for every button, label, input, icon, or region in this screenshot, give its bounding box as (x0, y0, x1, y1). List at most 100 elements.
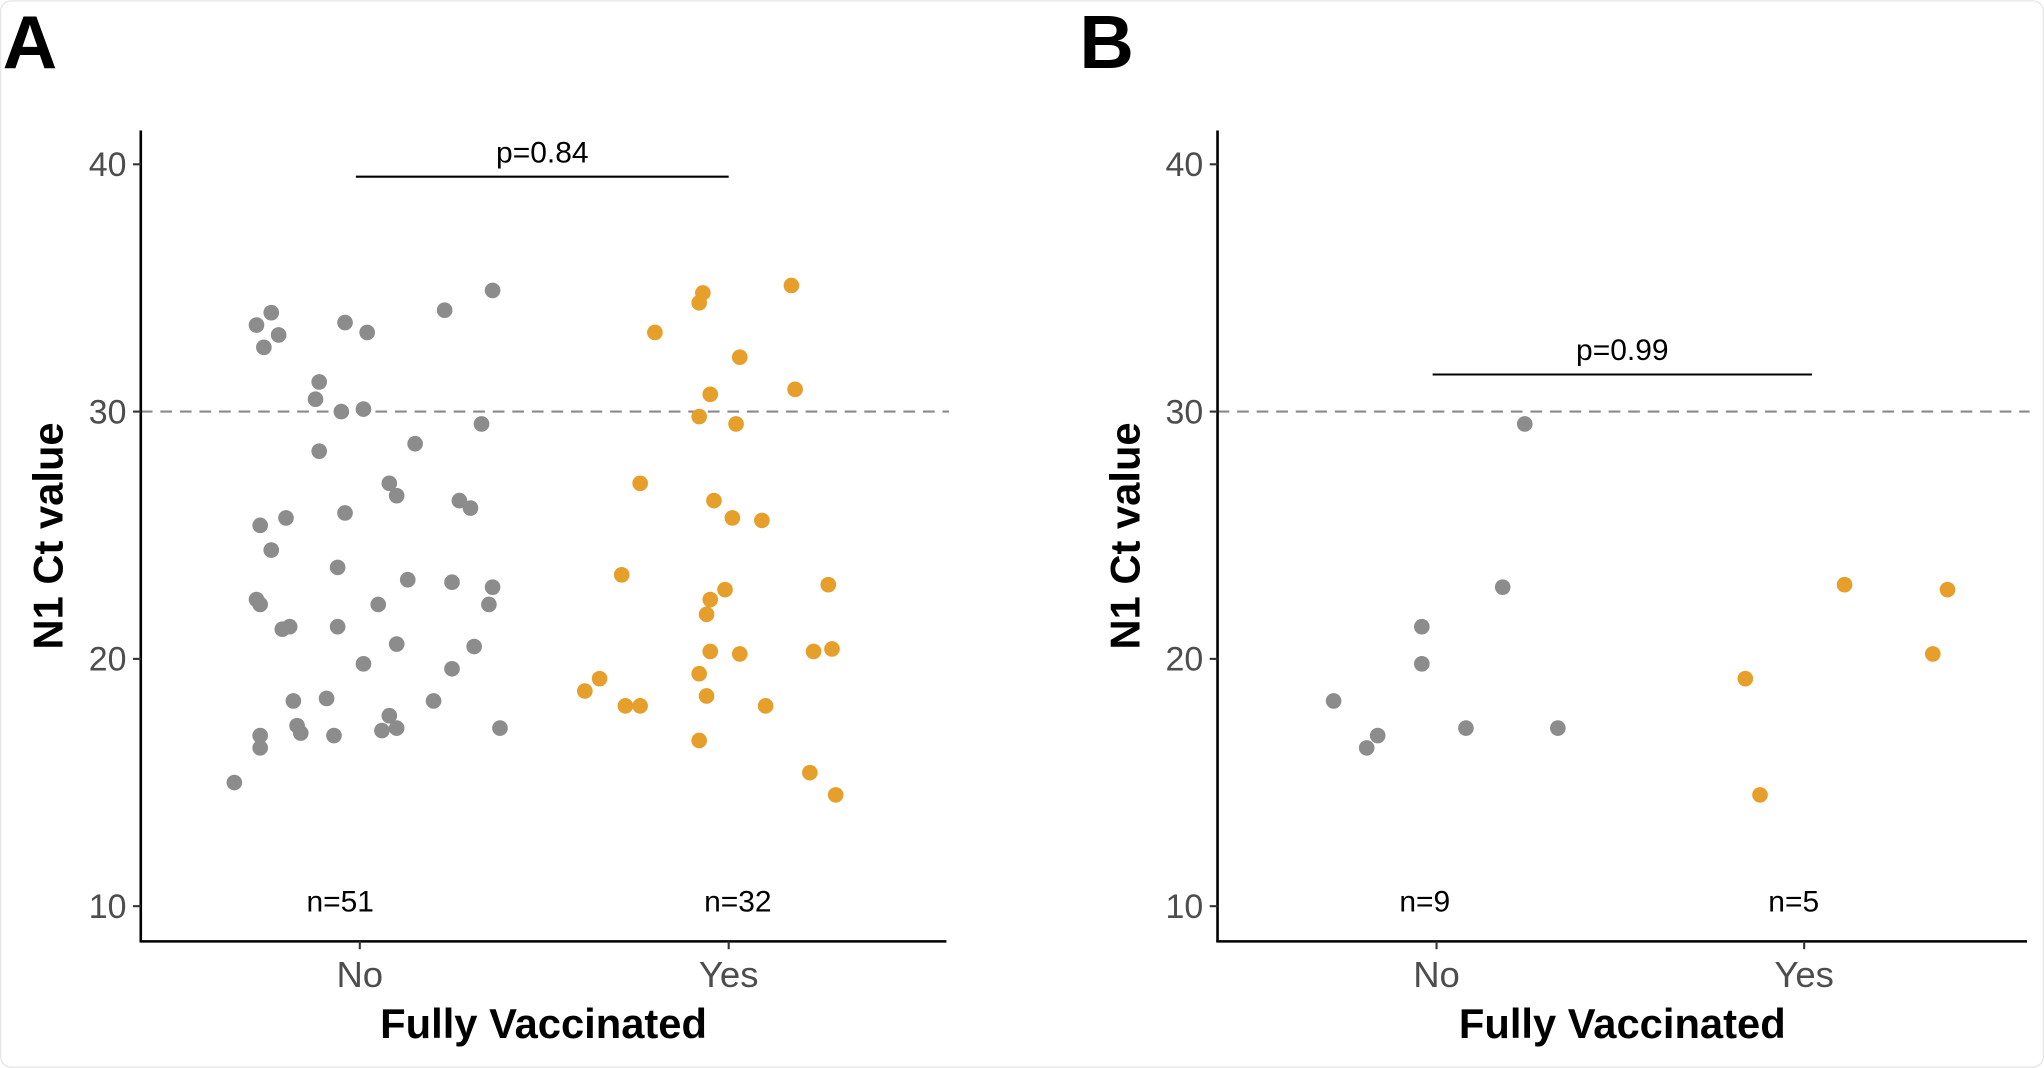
data-point-no (451, 492, 468, 509)
data-point-no (1414, 618, 1430, 635)
x-tick-label: Yes (1774, 954, 1834, 995)
data-point-yes (698, 606, 715, 623)
data-point-no (252, 727, 269, 744)
data-point-no (307, 391, 324, 408)
data-point-no (252, 596, 269, 613)
data-point-no (326, 727, 342, 744)
data-point-yes (591, 670, 608, 687)
data-point-yes (805, 643, 822, 660)
data-point-no (399, 571, 416, 588)
y-tick-label: 40 (89, 146, 127, 184)
data-point-no (1494, 579, 1511, 595)
data-point-yes (706, 492, 722, 509)
data-point-no (248, 317, 265, 333)
panel-b: B 10 20 30 40 No Yes Fully Vaccinated N1 Ct valu… (1079, 1, 2030, 1047)
data-point-yes (613, 566, 630, 583)
data-point-yes (1924, 646, 1941, 662)
data-point-no (473, 416, 490, 432)
data-point-no (263, 542, 280, 558)
data-point-no (285, 693, 302, 709)
data-point-yes (783, 277, 800, 294)
y-tick-label: 10 (1166, 888, 1204, 926)
data-point-yes (820, 576, 837, 593)
data-point-no (444, 574, 460, 591)
data-point-no (1369, 727, 1386, 744)
y-tick-label: 10 (89, 888, 127, 926)
data-point-no (388, 720, 405, 736)
y-tick-label: 30 (89, 393, 127, 431)
data-point-no (381, 707, 398, 724)
data-point-no (484, 579, 501, 595)
count-label: n=5 (1768, 885, 1819, 918)
data-point-no (311, 374, 328, 390)
data-point-yes (717, 581, 733, 598)
data-point-no (407, 435, 423, 452)
data-point-no (370, 596, 387, 613)
data-point-no (329, 559, 346, 576)
data-point-yes (824, 641, 840, 657)
data-point-yes (702, 591, 719, 608)
y-tick-label: 20 (89, 641, 127, 679)
data-point-no (1358, 740, 1375, 756)
data-point-no (337, 505, 353, 521)
data-point-yes (691, 294, 708, 311)
count-label: n=32 (704, 885, 772, 918)
data-point-no (425, 693, 442, 709)
data-point-yes (1752, 787, 1768, 803)
x-axis-title: Fully Vaccinated (380, 1000, 707, 1047)
data-point-no (359, 324, 375, 341)
data-point-no (263, 304, 280, 321)
p-value-label: p=0.99 (1576, 334, 1669, 367)
panel-label: B (1079, 1, 1134, 85)
data-point-no (355, 656, 372, 672)
data-point-yes (754, 512, 770, 529)
count-label: n=9 (1399, 885, 1450, 918)
data-point-yes (1939, 581, 1956, 598)
data-point-no (381, 475, 398, 492)
panel-a: A 10 20 30 40 No Yes Fully Vaccinated N1 Ct valu… (3, 1, 949, 1047)
p-value-label: p=0.84 (496, 136, 589, 169)
x-axis-title: Fully Vaccinated (1459, 1000, 1786, 1047)
data-point-yes (1836, 576, 1853, 593)
data-point-no (1325, 693, 1342, 709)
data-point-no (337, 314, 353, 331)
data-point-no (252, 517, 269, 534)
data-point-no (355, 401, 372, 417)
data-point-yes (647, 324, 663, 341)
data-point-yes (731, 349, 748, 366)
data-point-no (270, 327, 287, 343)
data-point-no (374, 722, 390, 739)
data-point-no (388, 636, 405, 652)
data-point-yes (827, 787, 844, 803)
data-point-no (311, 443, 328, 459)
data-point-yes (702, 386, 719, 403)
data-point-no (281, 618, 298, 635)
data-point-yes (702, 643, 719, 660)
x-tick-label: No (1413, 954, 1460, 995)
data-point-no (318, 690, 335, 707)
data-point-yes (802, 764, 818, 781)
data-point-yes (1737, 670, 1754, 687)
data-point-no (462, 500, 479, 516)
data-point-yes (731, 646, 748, 662)
y-tick-label: 30 (1166, 393, 1204, 431)
data-point-no (252, 740, 269, 756)
data-point-no (226, 774, 243, 791)
count-label: n=51 (306, 885, 374, 918)
data-point-yes (728, 416, 744, 432)
data-point-no (1458, 720, 1474, 736)
data-point-no (444, 660, 460, 677)
data-point-yes (691, 408, 708, 425)
panel-label: A (3, 1, 58, 85)
data-point-yes (698, 688, 715, 704)
data-point-no (481, 596, 497, 613)
data-point-yes (787, 381, 803, 398)
data-point-no (466, 638, 482, 655)
data-point-no (256, 339, 272, 356)
data-point-yes (576, 683, 593, 699)
data-point-yes (632, 475, 648, 492)
data-point-no (436, 302, 453, 319)
data-point-yes (691, 665, 708, 682)
